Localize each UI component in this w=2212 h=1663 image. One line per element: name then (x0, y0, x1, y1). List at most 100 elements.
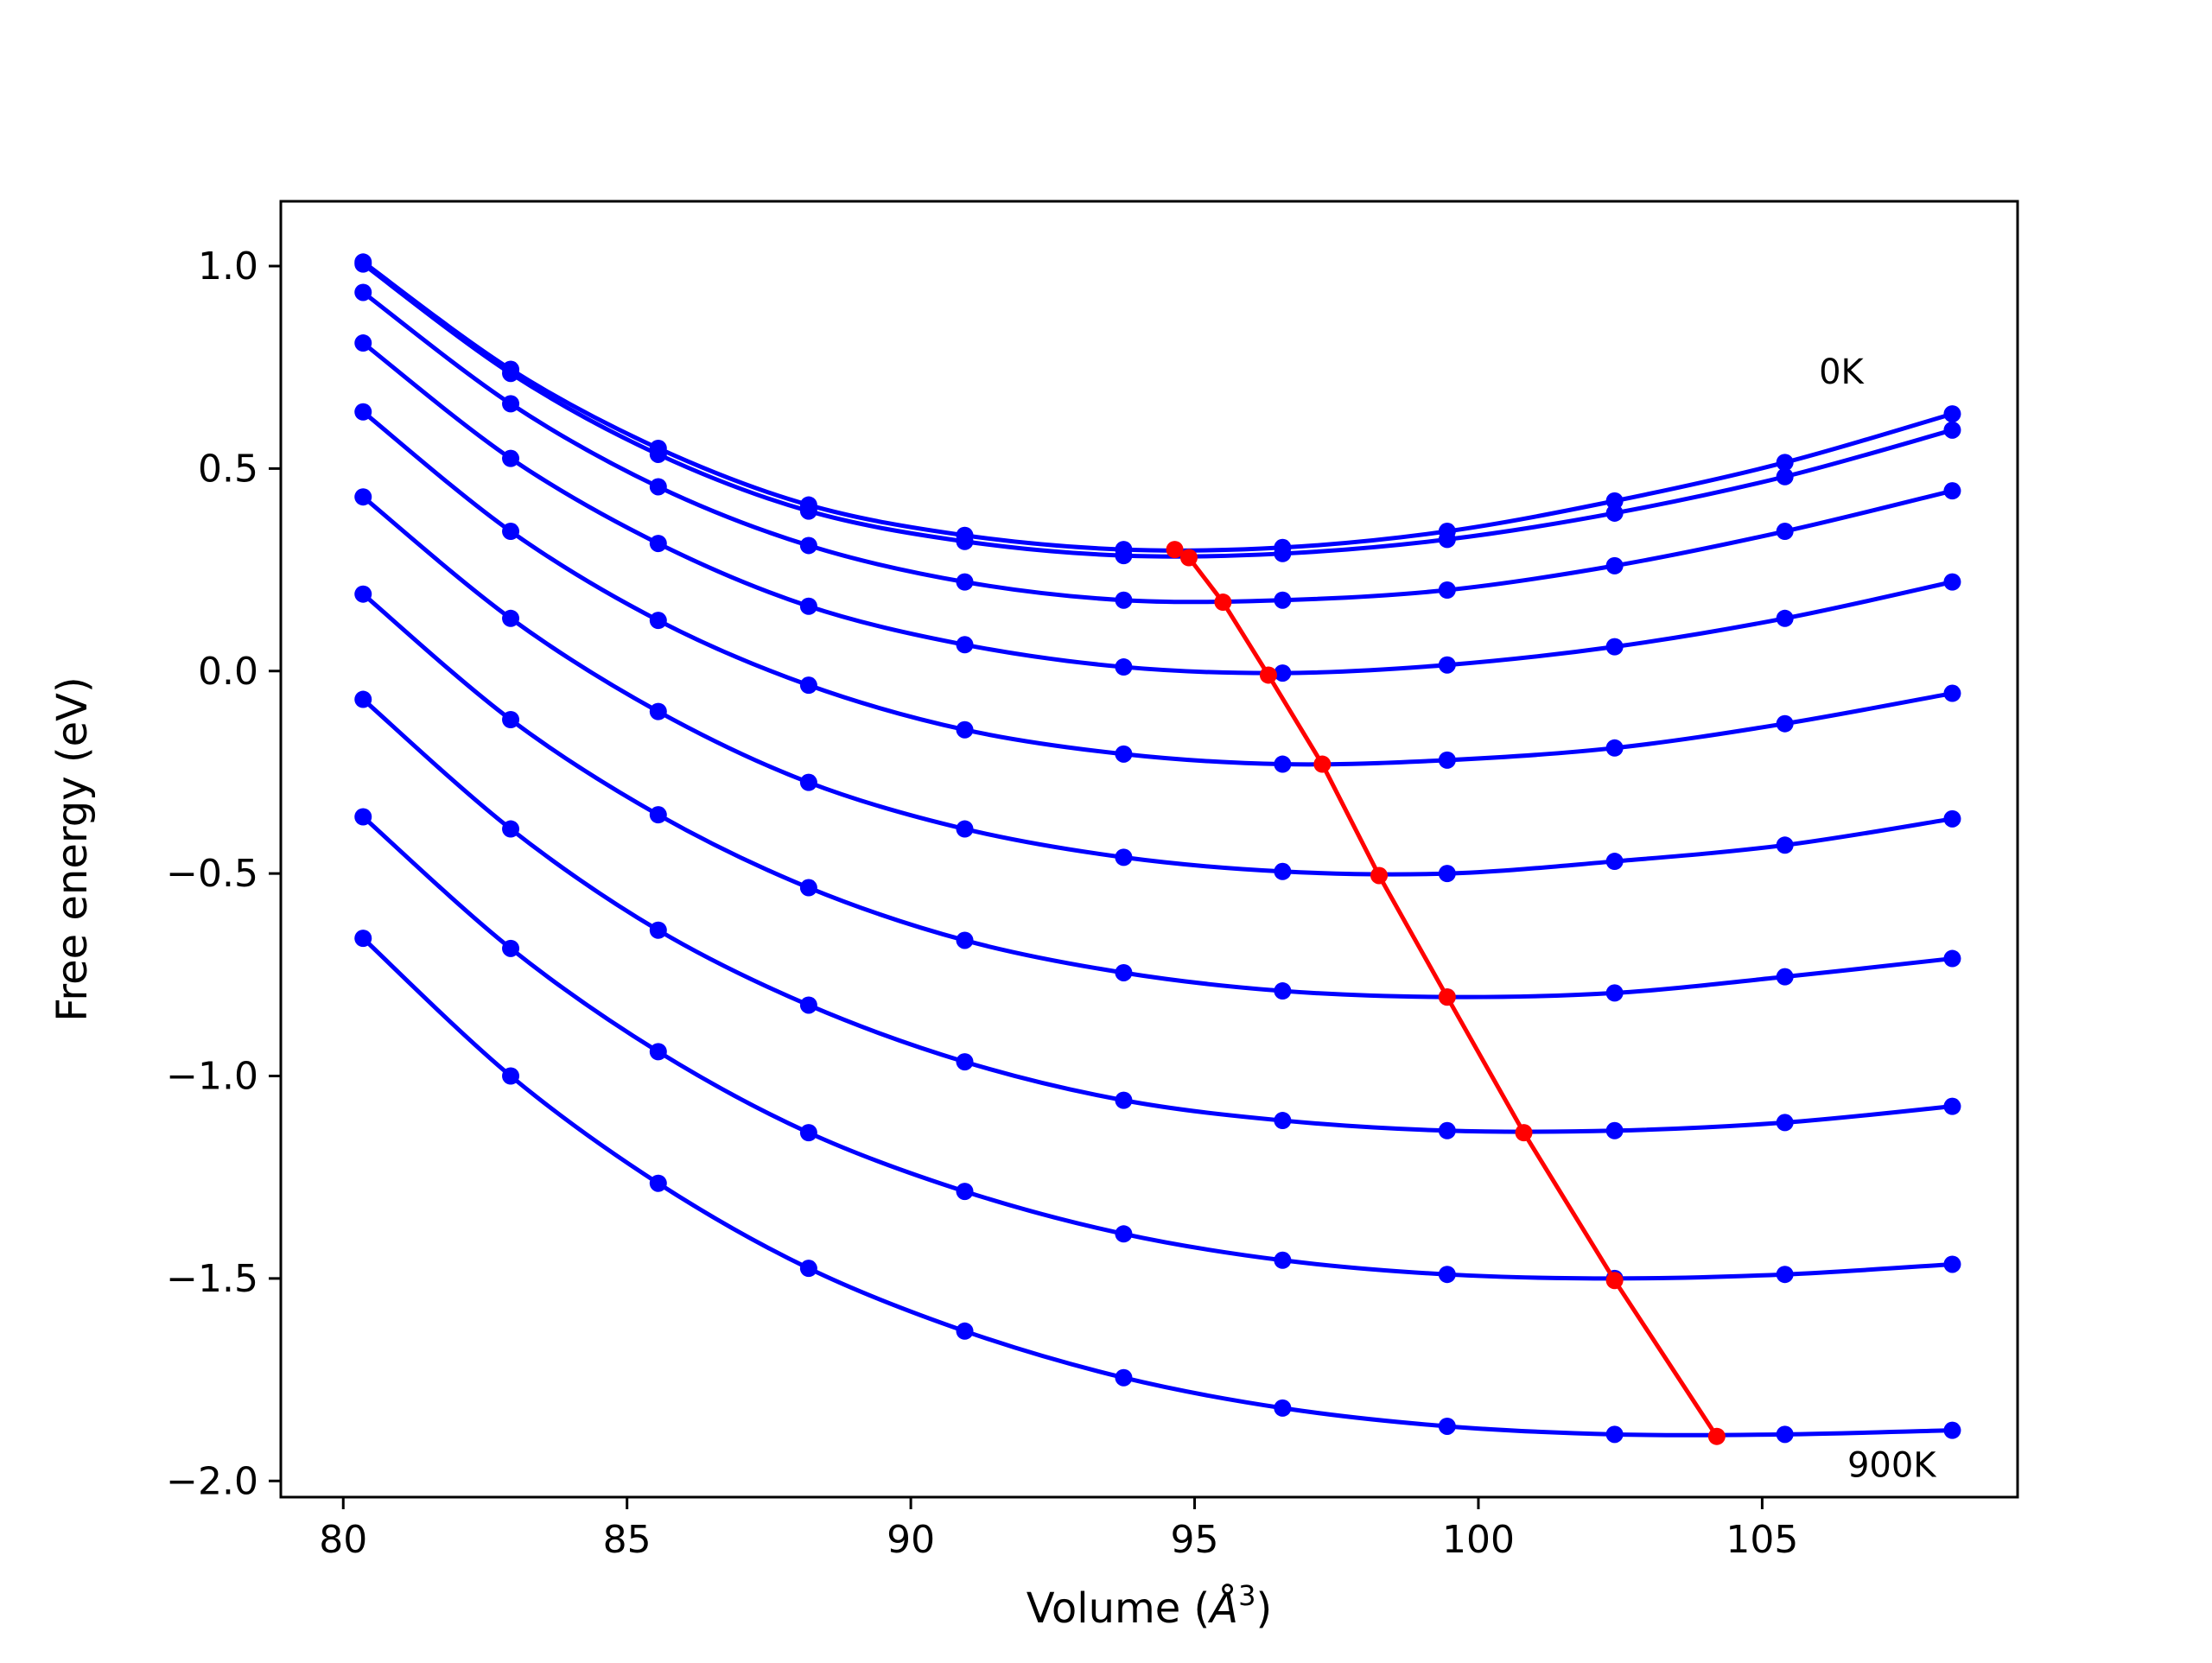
data-point (956, 573, 974, 591)
data-point (502, 523, 520, 541)
x-axis-label-main: Volume ( (1027, 1584, 1211, 1633)
plot-frame (279, 200, 2019, 1499)
x-ticks: 80 85 90 95 100 105 (319, 1497, 1798, 1562)
data-point (956, 820, 974, 838)
data-point (354, 690, 372, 708)
data-point (1776, 714, 1794, 733)
data-point (1943, 809, 1961, 828)
data-point (502, 449, 520, 467)
data-point (1115, 848, 1133, 866)
data-point (956, 1183, 974, 1201)
minimum-energy-line (1173, 547, 1719, 1438)
data-point (1943, 949, 1961, 968)
data-point (502, 939, 520, 957)
minimum-point (1515, 1124, 1533, 1142)
data-point (502, 395, 520, 413)
data-point (956, 636, 974, 654)
data-point (1776, 968, 1794, 986)
minimum-point (1166, 541, 1184, 559)
data-point (1274, 982, 1292, 1000)
data-point (799, 1124, 817, 1142)
x-tick-label: 90 (887, 1518, 935, 1562)
data-point (1943, 1097, 1961, 1115)
data-point (956, 1322, 974, 1340)
data-point (1115, 1091, 1133, 1109)
data-point (1274, 591, 1292, 609)
data-point (1115, 745, 1133, 763)
data-point (354, 255, 372, 273)
data-point (502, 609, 520, 627)
x-axis-label: Volume (Å3) (1027, 1579, 1272, 1633)
data-point (799, 536, 817, 555)
series-6 (354, 488, 1961, 883)
data-point (1605, 984, 1624, 1002)
data-point (1605, 638, 1624, 656)
y-tick-label: −2.0 (166, 1459, 258, 1503)
series-8 (354, 690, 1961, 1139)
minimum-point (1259, 666, 1277, 684)
data-point (354, 283, 372, 301)
data-point (1438, 530, 1456, 549)
x-tick-label: 95 (1171, 1518, 1219, 1562)
series-2 (354, 255, 1961, 565)
series-10 (354, 930, 1961, 1444)
data-point (1943, 573, 1961, 591)
data-point (1115, 547, 1133, 565)
data-point (1115, 1225, 1133, 1243)
data-point (1776, 836, 1794, 854)
minimum-point (1370, 866, 1389, 885)
data-point (1943, 1421, 1961, 1439)
minimum-point (1438, 988, 1456, 1006)
data-point (799, 597, 817, 615)
data-point (956, 720, 974, 739)
y-tick-label: −1.0 (166, 1055, 258, 1099)
data-point (649, 445, 667, 463)
data-point (1605, 556, 1624, 574)
data-point (354, 808, 372, 826)
data-point (1274, 755, 1292, 773)
data-point (502, 1067, 520, 1085)
data-point (1776, 1114, 1794, 1132)
minimum-point (1605, 1272, 1624, 1290)
data-point (649, 702, 667, 720)
data-point (1605, 1121, 1624, 1139)
data-point (1438, 1121, 1456, 1139)
data-point (649, 921, 667, 939)
data-point (1776, 467, 1794, 486)
data-point (1776, 609, 1794, 627)
y-axis-label: Free energy (eV) (48, 676, 97, 1021)
data-point (354, 585, 372, 603)
y-tick-label: 1.0 (198, 244, 258, 289)
data-point (1274, 544, 1292, 562)
series-5 (354, 403, 1961, 773)
data-point (1605, 1425, 1624, 1444)
y-tick-label: 0.5 (198, 447, 258, 491)
data-point (649, 1043, 667, 1061)
data-point (799, 773, 817, 791)
data-point (649, 478, 667, 496)
annotation-900k: 900K (1847, 1446, 1937, 1486)
data-point (354, 930, 372, 948)
data-point (1438, 1417, 1456, 1435)
data-point (1438, 865, 1456, 883)
data-point (799, 879, 817, 897)
data-point (1274, 1399, 1292, 1417)
data-point (1274, 664, 1292, 682)
data-point (649, 535, 667, 553)
data-point (354, 488, 372, 506)
annotation-0k: 0K (1819, 352, 1865, 392)
data-point (1943, 482, 1961, 500)
data-point (1438, 656, 1456, 674)
annotations: 0K 900K (1819, 352, 1937, 1486)
x-tick-label: 100 (1442, 1518, 1515, 1562)
data-point (502, 365, 520, 383)
y-tick-label: −0.5 (166, 852, 258, 896)
data-point (1115, 963, 1133, 981)
x-tick-label: 85 (603, 1518, 652, 1562)
data-point (502, 711, 520, 728)
x-tick-label: 80 (319, 1518, 367, 1562)
data-point (956, 532, 974, 550)
data-point (799, 996, 817, 1014)
